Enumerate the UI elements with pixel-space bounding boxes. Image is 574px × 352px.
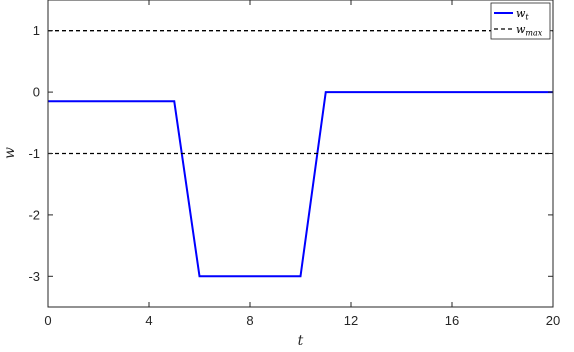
legend-label: wt (516, 7, 529, 22)
plot-frame (47, 0, 554, 308)
x-tick-label: 4 (145, 313, 152, 328)
series-layer (48, 30, 553, 278)
x-tick-label: 0 (44, 313, 51, 328)
x-tick-label: 12 (344, 313, 358, 328)
series-line-0 (48, 91, 553, 278)
y-tick-label: -2 (28, 207, 40, 222)
x-tick-label: 16 (445, 313, 459, 328)
y-axis-label: w (2, 147, 18, 159)
y-tick-label: -1 (28, 146, 40, 161)
y-tick-label: 0 (33, 85, 40, 100)
x-tick-label: 20 (546, 313, 560, 328)
x-tick-label: 8 (246, 313, 253, 328)
y-tick-label: -3 (28, 269, 40, 284)
x-axis-label: t (298, 333, 304, 349)
ticks-layer: 0 4 8 12 16 20 1 0 -1 -2 -3 (28, 0, 560, 328)
legend-label: wmax (516, 23, 543, 38)
y-tick-label: 1 (33, 23, 40, 38)
legend-box (490, 2, 551, 40)
